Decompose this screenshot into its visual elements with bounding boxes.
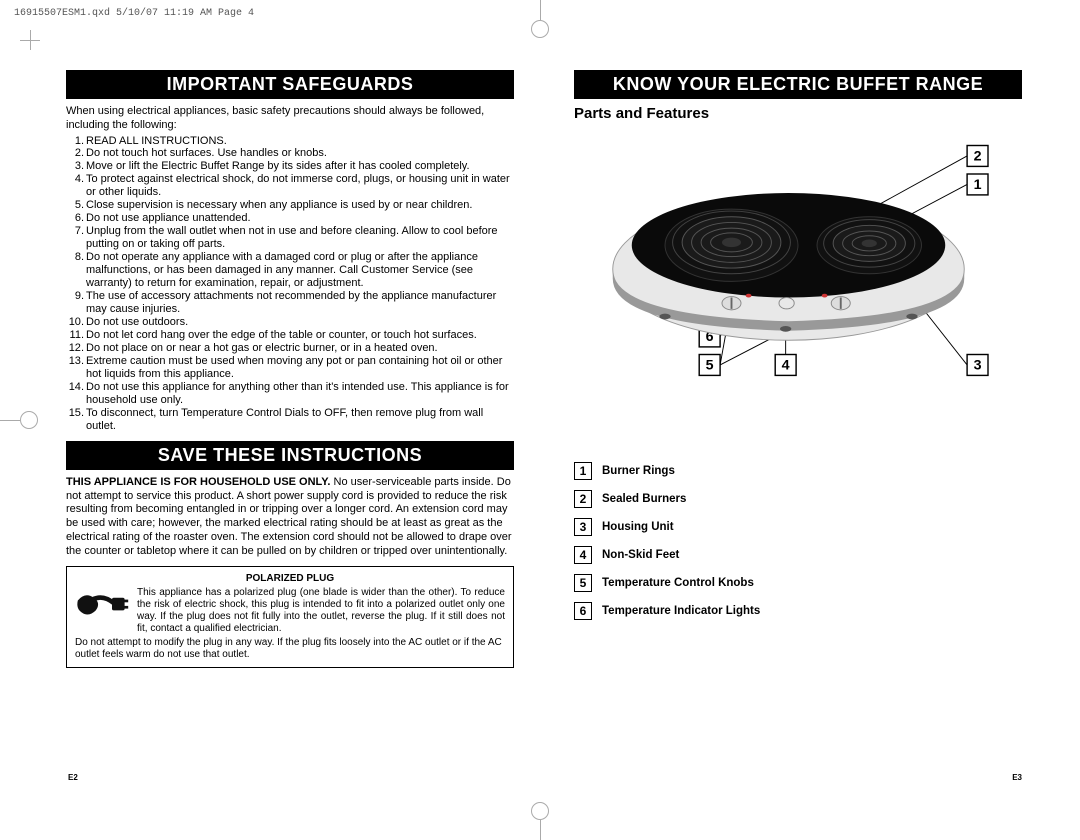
heading-save-instructions: Save These Instructions (66, 441, 514, 470)
source-file-header: 16915507ESM1.qxd 5/10/07 11:19 AM Page 4 (14, 8, 254, 19)
plug-icon (75, 587, 131, 635)
parts-features-subhead: Parts and Features (574, 105, 1022, 122)
product-diagram: 2 1 3 6 5 4 (574, 136, 1022, 426)
part-label: Sealed Burners (602, 493, 686, 505)
left-page: Important Safeguards When using electric… (66, 70, 514, 790)
part-label: Temperature Control Knobs (602, 577, 754, 589)
crop-mark-top (520, 0, 560, 40)
part-row: 2 Sealed Burners (574, 490, 1022, 508)
list-item: READ ALL INSTRUCTIONS. (66, 135, 514, 148)
diagram-label-1: 1 (974, 177, 982, 193)
right-page: Know Your Electric Buffet Range Parts an… (574, 70, 1022, 790)
plug-title: POLARIZED PLUG (75, 573, 505, 585)
part-num: 2 (574, 490, 592, 508)
part-num: 5 (574, 574, 592, 592)
list-item: Do not operate any appliance with a dama… (66, 251, 514, 290)
page-number-right: E3 (1012, 773, 1022, 782)
part-num: 6 (574, 602, 592, 620)
part-num: 1 (574, 462, 592, 480)
list-item: Close supervision is necessary when any … (66, 199, 514, 212)
list-item: Extreme caution must be used when moving… (66, 355, 514, 381)
part-num: 3 (574, 518, 592, 536)
list-item: Do not place on or near a hot gas or ele… (66, 342, 514, 355)
diagram-label-2: 2 (974, 149, 982, 165)
list-item: Do not touch hot surfaces. Use handles o… (66, 147, 514, 160)
list-item: Move or lift the Electric Buffet Range b… (66, 160, 514, 173)
heading-know-range: Know Your Electric Buffet Range (574, 70, 1022, 99)
diagram-label-4: 4 (782, 358, 790, 374)
parts-list: 1 Burner Rings 2 Sealed Burners 3 Housin… (574, 462, 1022, 620)
household-text: THIS APPLIANCE IS FOR HOUSEHOLD USE ONLY… (66, 476, 514, 559)
list-item: To disconnect, turn Temperature Control … (66, 407, 514, 433)
part-label: Burner Rings (602, 465, 675, 477)
list-item: Do not use outdoors. (66, 316, 514, 329)
part-row: 4 Non-Skid Feet (574, 546, 1022, 564)
part-row: 1 Burner Rings (574, 462, 1022, 480)
polarized-plug-box: POLARIZED PLUG This appliance has a pola… (66, 566, 514, 668)
part-num: 4 (574, 546, 592, 564)
list-item: Do not use appliance unattended. (66, 212, 514, 225)
safeguards-list: READ ALL INSTRUCTIONS. Do not touch hot … (66, 135, 514, 433)
household-bold: THIS APPLIANCE IS FOR HOUSEHOLD USE ONLY… (66, 476, 330, 488)
part-label: Temperature Indicator Lights (602, 605, 760, 617)
part-label: Housing Unit (602, 521, 674, 533)
crop-mark-left (0, 400, 40, 440)
safeguards-intro: When using electrical appliances, basic … (66, 105, 514, 133)
list-item: Do not use this appliance for anything o… (66, 381, 514, 407)
diagram-label-5: 5 (706, 358, 714, 374)
list-item: The use of accessory attachments not rec… (66, 290, 514, 316)
heading-safeguards: Important Safeguards (66, 70, 514, 99)
part-row: 5 Temperature Control Knobs (574, 574, 1022, 592)
list-item: Unplug from the wall outlet when not in … (66, 225, 514, 251)
list-item: Do not let cord hang over the edge of th… (66, 329, 514, 342)
crop-mark-bottom (520, 800, 560, 840)
plug-text: This appliance has a polarized plug (one… (137, 587, 505, 635)
part-row: 6 Temperature Indicator Lights (574, 602, 1022, 620)
plug-note: Do not attempt to modify the plug in any… (75, 637, 505, 661)
diagram-label-3: 3 (974, 358, 982, 374)
part-row: 3 Housing Unit (574, 518, 1022, 536)
page-number-left: E2 (68, 773, 78, 782)
content-spread: Important Safeguards When using electric… (66, 70, 1022, 790)
crop-mark-corner (20, 30, 40, 50)
list-item: To protect against electrical shock, do … (66, 173, 514, 199)
part-label: Non-Skid Feet (602, 549, 679, 561)
